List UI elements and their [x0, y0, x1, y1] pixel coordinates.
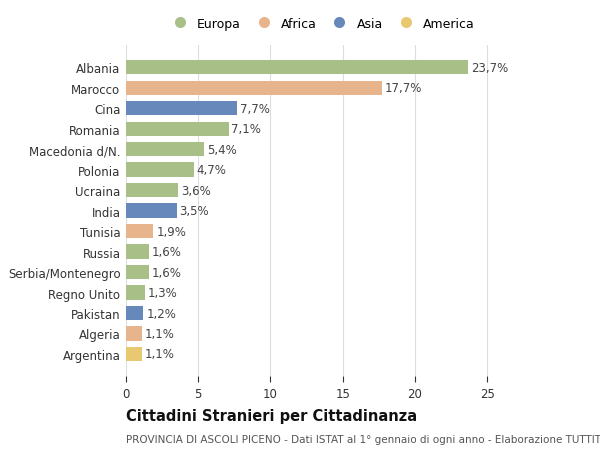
- Bar: [126, 163, 194, 178]
- Text: 7,1%: 7,1%: [232, 123, 262, 136]
- Bar: [126, 184, 178, 198]
- Text: 1,3%: 1,3%: [148, 286, 178, 299]
- Text: 7,7%: 7,7%: [240, 102, 270, 115]
- Text: PROVINCIA DI ASCOLI PICENO - Dati ISTAT al 1° gennaio di ogni anno - Elaborazion: PROVINCIA DI ASCOLI PICENO - Dati ISTAT …: [126, 434, 600, 444]
- Bar: [126, 143, 204, 157]
- Text: 1,1%: 1,1%: [145, 348, 175, 361]
- Bar: [126, 327, 142, 341]
- Text: 17,7%: 17,7%: [385, 82, 422, 95]
- Text: 23,7%: 23,7%: [471, 62, 508, 74]
- Text: 5,4%: 5,4%: [207, 143, 236, 157]
- Bar: [126, 61, 469, 75]
- Bar: [126, 122, 229, 136]
- Text: Cittadini Stranieri per Cittadinanza: Cittadini Stranieri per Cittadinanza: [126, 409, 417, 424]
- Text: 3,6%: 3,6%: [181, 184, 211, 197]
- Bar: [126, 102, 237, 116]
- Text: 1,2%: 1,2%: [146, 307, 176, 320]
- Bar: [126, 265, 149, 280]
- Legend: Europa, Africa, Asia, America: Europa, Africa, Asia, America: [162, 12, 480, 35]
- Bar: [126, 204, 176, 218]
- Text: 1,9%: 1,9%: [157, 225, 186, 238]
- Bar: [126, 224, 154, 239]
- Bar: [126, 245, 149, 259]
- Bar: [126, 347, 142, 361]
- Text: 4,7%: 4,7%: [197, 164, 227, 177]
- Bar: [126, 286, 145, 300]
- Text: 1,6%: 1,6%: [152, 266, 182, 279]
- Text: 1,1%: 1,1%: [145, 327, 175, 340]
- Bar: [126, 306, 143, 320]
- Text: 3,5%: 3,5%: [179, 205, 209, 218]
- Text: 1,6%: 1,6%: [152, 246, 182, 258]
- Bar: [126, 81, 382, 95]
